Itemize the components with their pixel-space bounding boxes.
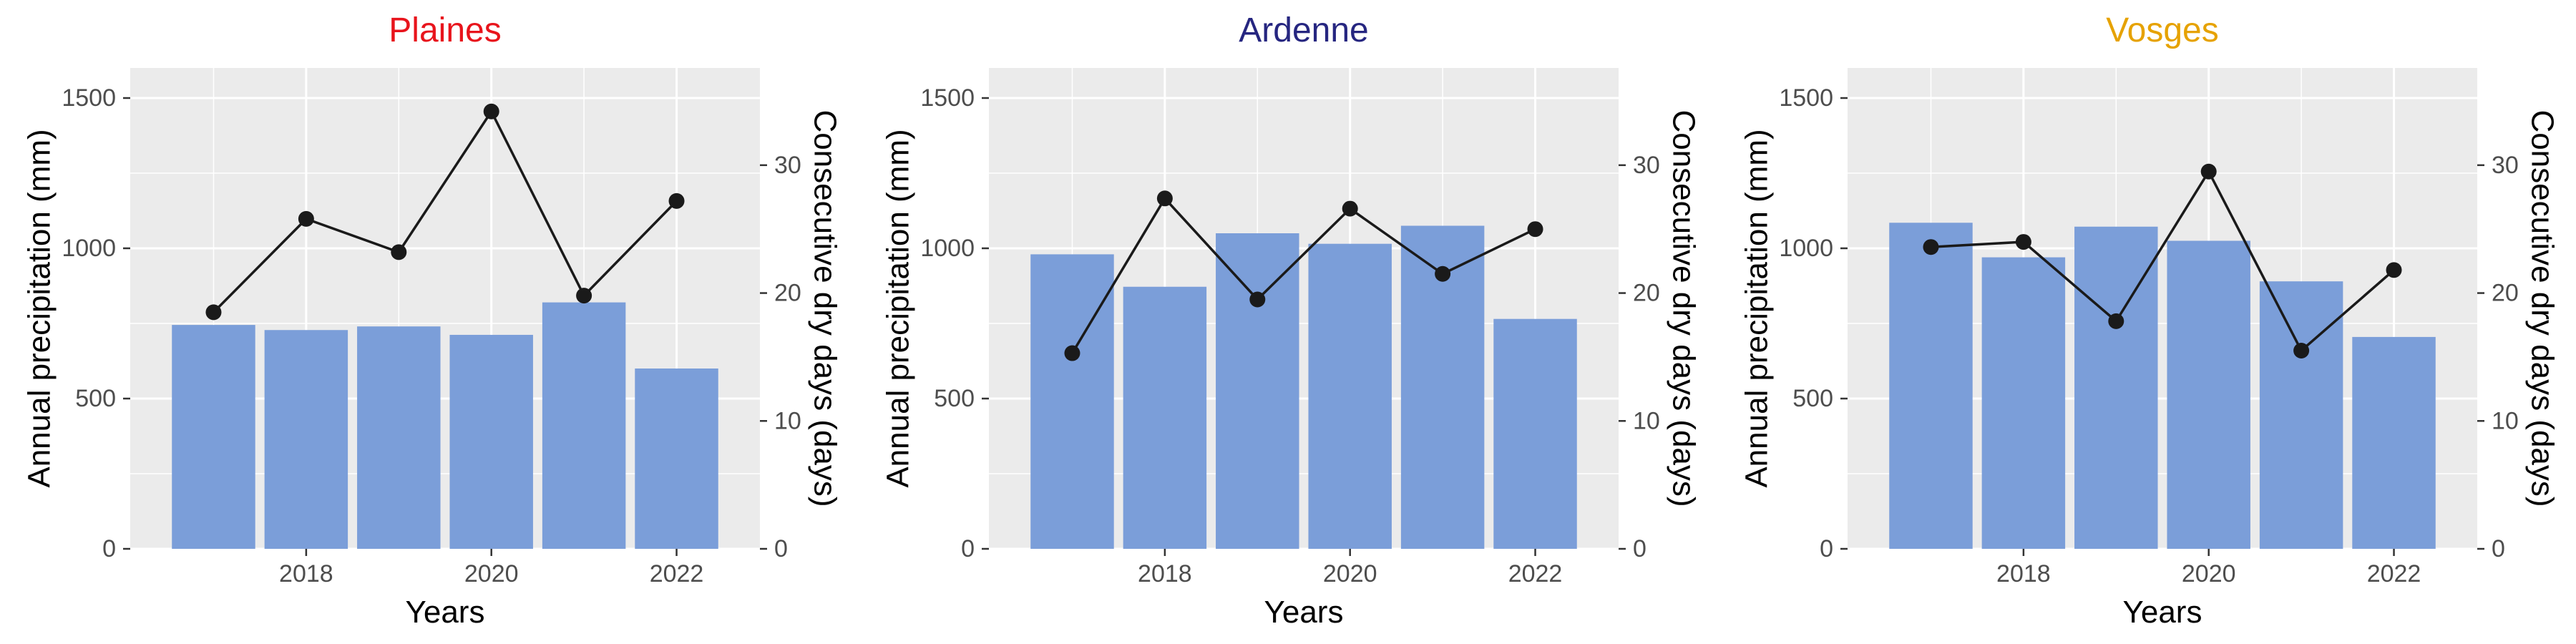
- y2-tick-label: 30: [2492, 152, 2519, 179]
- line-point: [2200, 163, 2217, 180]
- y2-tick-label: 0: [1633, 535, 1646, 562]
- chart-panel-ardenne: 0 500 1000 1500 0 10 20 30 2018 2020 2022 Ardenne Ye…: [881, 11, 1702, 630]
- bar: [635, 369, 718, 549]
- line-point: [1156, 190, 1173, 207]
- y2-tick-label: 10: [1633, 407, 1660, 434]
- x-axis-title: Years: [1264, 595, 1344, 630]
- line-point: [1249, 291, 1266, 308]
- y-axis-title: Annual precipitation (mm): [22, 129, 57, 487]
- y-tick-label: 1000: [920, 235, 975, 262]
- x-tick-label: 2022: [650, 560, 704, 587]
- y2-axis-title: Consecutive dry days (days): [1667, 109, 1702, 507]
- line-point: [483, 103, 499, 119]
- line-point: [2108, 313, 2124, 329]
- y2-tick-label: 10: [2492, 407, 2519, 434]
- line-point: [2386, 262, 2402, 278]
- y2-tick-label: 0: [2492, 535, 2505, 562]
- x-tick-label: 2018: [1996, 560, 2051, 587]
- bar: [1981, 257, 2066, 549]
- y-tick-label: 500: [75, 385, 116, 412]
- bar: [449, 334, 533, 549]
- y2-tick-label: 30: [1633, 152, 1660, 179]
- y2-tick-label: 20: [1633, 280, 1660, 307]
- chart-panel-vosges: 0 500 1000 1500 0 10 20 30 2018 2020 2022 Vosges Yea…: [1740, 11, 2560, 630]
- x-axis-title: Years: [406, 595, 485, 630]
- x-axis-title: Years: [2123, 595, 2202, 630]
- x-tick-label: 2022: [2367, 560, 2421, 587]
- panel-title: Vosges: [2106, 11, 2218, 49]
- line-point: [1527, 221, 1543, 238]
- bar: [1308, 243, 1392, 549]
- bar: [2259, 281, 2343, 549]
- line-point: [2015, 234, 2031, 250]
- y2-axis-title: Consecutive dry days (days): [2525, 109, 2560, 507]
- y-tick-label: 1500: [62, 84, 116, 112]
- panel-title: Plaines: [389, 11, 501, 49]
- y2-tick-label: 10: [774, 407, 801, 434]
- y-tick-label: 500: [934, 385, 975, 412]
- line-point: [391, 244, 407, 260]
- y-tick-label: 500: [1792, 385, 1833, 412]
- line-point: [2293, 342, 2310, 358]
- bar: [2167, 240, 2250, 549]
- bar: [1123, 286, 1207, 549]
- line-point: [298, 210, 314, 227]
- y-tick-label: 1000: [1779, 235, 1833, 262]
- series-line: [1931, 169, 2395, 353]
- panel-title: Ardenne: [1239, 11, 1368, 49]
- y-tick-label: 1000: [62, 235, 116, 262]
- bar: [1030, 254, 1114, 549]
- x-tick-label: 2018: [1138, 560, 1192, 587]
- y-axis-title: Annual precipitation (mm): [1740, 129, 1775, 487]
- bar: [264, 330, 348, 549]
- y-tick-label: 0: [1820, 535, 1833, 562]
- y2-tick-label: 20: [774, 280, 801, 307]
- line-point: [1435, 265, 1451, 282]
- x-tick-label: 2022: [1508, 560, 1563, 587]
- y2-tick-label: 0: [774, 535, 788, 562]
- line-point: [1064, 345, 1080, 361]
- series-line: [1070, 196, 1536, 354]
- y2-tick-label: 20: [2492, 280, 2519, 307]
- bar: [2352, 336, 2436, 549]
- bar: [357, 326, 441, 549]
- x-tick-label: 2020: [1323, 560, 1377, 587]
- chart-panel-plaines: 0 500 1000 1500 0 10 20 30 2018 2020 2022 Plaines Ye…: [22, 11, 843, 630]
- line-point: [1923, 239, 1939, 255]
- bar: [1493, 318, 1577, 549]
- y-axis-title: Annual precipitation (mm): [881, 129, 916, 487]
- bar: [2074, 226, 2158, 549]
- x-tick-label: 2020: [2182, 560, 2236, 587]
- line-point: [205, 304, 222, 321]
- series-line: [213, 109, 678, 313]
- x-tick-label: 2020: [464, 560, 519, 587]
- line-point: [1342, 200, 1358, 217]
- bar: [172, 325, 255, 549]
- y-tick-label: 0: [102, 535, 116, 562]
- x-tick-label: 2018: [279, 560, 333, 587]
- y-tick-label: 1500: [1779, 84, 1833, 112]
- y2-tick-label: 30: [774, 152, 801, 179]
- bar: [1216, 233, 1299, 549]
- bar: [1889, 223, 1973, 549]
- y2-axis-title: Consecutive dry days (days): [808, 109, 843, 507]
- line-point: [576, 288, 592, 304]
- y-tick-label: 1500: [920, 84, 975, 112]
- y-tick-label: 0: [961, 535, 975, 562]
- bar: [542, 302, 626, 549]
- line-point: [668, 192, 685, 209]
